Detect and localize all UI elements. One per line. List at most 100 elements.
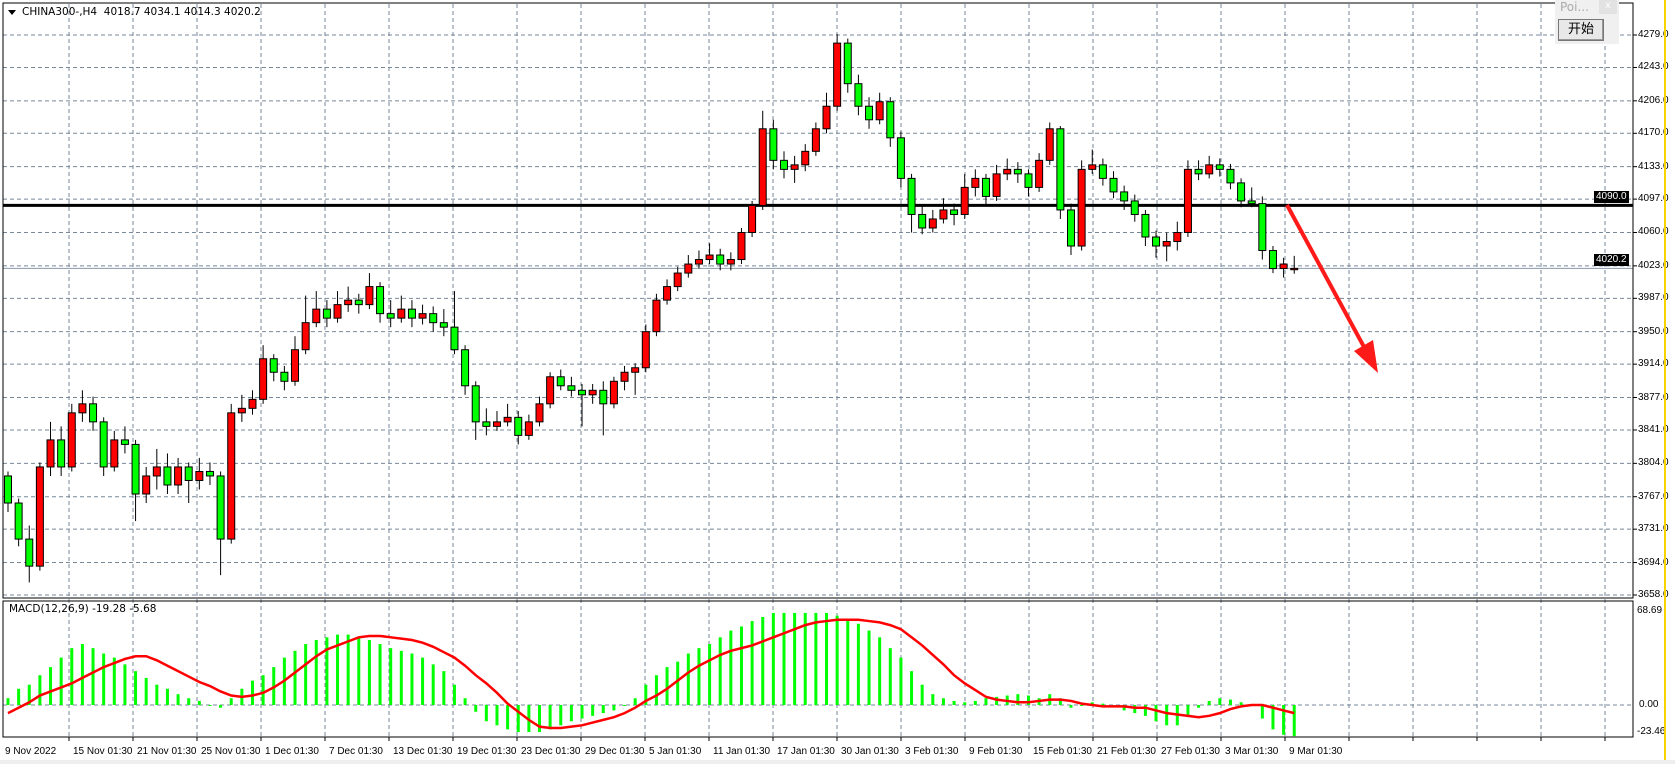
candle-down	[1013, 168, 1022, 175]
macd-histogram-bar	[1080, 705, 1084, 706]
macd-pane	[6, 612, 1296, 737]
macd-histogram-bar	[654, 675, 658, 705]
macd-histogram-bar	[803, 612, 807, 705]
date-label: 5 Jan 01:30	[649, 746, 702, 757]
candle-down	[163, 466, 172, 486]
macd-histogram-bar	[569, 705, 573, 722]
macd-histogram-bar	[346, 634, 350, 705]
close-icon[interactable]: x	[1599, 0, 1617, 14]
price-label: 3804.0	[1638, 457, 1669, 469]
candle-up	[397, 308, 406, 319]
price-label: 3694.0	[1638, 556, 1669, 568]
price-label: 4206.0	[1638, 94, 1669, 106]
macd-histogram-bar	[123, 664, 127, 705]
candle-down	[1109, 177, 1118, 193]
price-label: 4133.0	[1638, 160, 1669, 172]
candle-down	[1247, 200, 1256, 205]
price-label: 3658.0	[1638, 589, 1669, 600]
candle-down	[205, 470, 214, 477]
date-label: 3 Feb 01:30	[905, 746, 959, 757]
candle-up	[248, 398, 257, 409]
price-label: 4023.0	[1638, 259, 1669, 271]
candle-up	[1279, 263, 1288, 270]
macd-histogram-bar	[463, 698, 467, 705]
date-label: 1 Dec 01:30	[265, 746, 319, 757]
macd-histogram-bar	[144, 677, 148, 705]
candle-down	[461, 349, 470, 387]
macd-histogram-bar	[1058, 698, 1062, 705]
candle-up	[1045, 128, 1054, 161]
candle-up	[620, 371, 629, 382]
macd-histogram-bar	[506, 705, 510, 730]
price-label: 3877.0	[1638, 391, 1669, 403]
macd-histogram-bar	[825, 612, 829, 705]
macd-histogram-bar	[261, 675, 265, 705]
candle-down	[716, 254, 725, 265]
date-label: 27 Feb 01:30	[1161, 746, 1220, 757]
macd-histogram-bar	[134, 671, 138, 705]
macd-histogram-bar	[325, 637, 329, 705]
chart-frame	[2, 2, 1634, 738]
candle-down	[854, 83, 863, 107]
macd-histogram-bar	[1090, 702, 1094, 705]
date-label: 15 Nov 01:30	[73, 746, 133, 757]
macd-histogram-bar	[1133, 705, 1137, 714]
start-button[interactable]: 开始	[1558, 19, 1604, 41]
macd-histogram-bar	[1239, 702, 1243, 705]
macd-histogram-bar	[1016, 694, 1020, 705]
window-edge	[1664, 0, 1666, 764]
macd-histogram-bar	[973, 700, 977, 705]
macd-axis-zero: 0.00	[1639, 699, 1659, 710]
macd-histogram-bar	[304, 644, 308, 705]
candle-down	[578, 389, 587, 396]
macd-histogram-bar	[1207, 700, 1211, 705]
candle-up	[875, 101, 884, 121]
dropdown-triangle-icon[interactable]	[8, 9, 16, 15]
macd-axis-bottom: -23.46	[1637, 726, 1666, 737]
symbol-label: CHINA300-,H4	[22, 6, 98, 18]
price-pane-border	[2, 2, 1634, 599]
candle-down	[567, 385, 576, 391]
macd-histogram-bar	[452, 684, 456, 705]
candle-up	[631, 367, 640, 373]
candle-down	[376, 286, 385, 315]
candle-down	[843, 42, 852, 85]
candle-up	[365, 286, 374, 306]
candle-up	[801, 150, 810, 166]
macd-histogram-bar	[1165, 705, 1169, 726]
candle-down	[99, 421, 108, 468]
macd-axis-top: 68.69	[1637, 605, 1663, 616]
macd-histogram-bar	[920, 684, 924, 705]
macd-histogram-bar	[336, 634, 340, 705]
horizontal-lines	[3, 203, 1633, 269]
macd-histogram-bar	[676, 661, 680, 705]
macd-histogram-bar	[835, 615, 839, 705]
bid-price-label: 4020.2	[1594, 254, 1629, 266]
candle-down	[1141, 213, 1150, 238]
candle-up	[1183, 168, 1192, 233]
candle-down	[1120, 191, 1129, 202]
macd-histogram-bar	[70, 648, 74, 705]
macd-histogram-bar	[644, 684, 648, 705]
candle-down	[131, 443, 140, 495]
macd-histogram-bar	[995, 696, 999, 705]
candle-up	[928, 218, 937, 229]
date-label: 30 Jan 01:30	[841, 746, 899, 757]
macd-histogram-bar	[1292, 705, 1296, 737]
candle-down	[216, 475, 225, 540]
macd-histogram-bar	[410, 653, 414, 705]
candle-down	[907, 177, 916, 215]
date-label: 17 Jan 01:30	[777, 746, 835, 757]
price-label: 3841.0	[1638, 423, 1669, 435]
macd-histogram-bar	[399, 650, 403, 705]
candle-down	[25, 538, 34, 567]
candle-down	[981, 177, 990, 197]
macd-histogram-bar	[1271, 705, 1275, 730]
candle-down	[918, 213, 927, 229]
macd-histogram-bar	[442, 671, 446, 705]
macd-histogram-bar	[1154, 705, 1158, 722]
macd-histogram-bar	[1282, 705, 1286, 735]
macd-label: MACD(12,26,9) -19.28 -5.68	[9, 603, 157, 615]
macd-signal-line	[7, 618, 1295, 730]
